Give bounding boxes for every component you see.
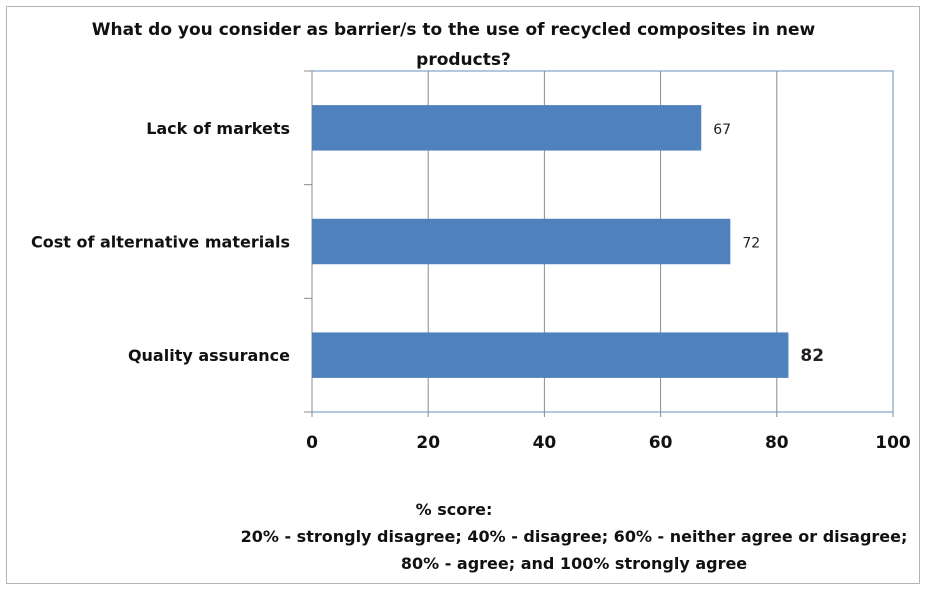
category-label: Lack of markets [146,119,290,138]
chart-frame [6,6,920,584]
x-tick-label: 60 [649,433,673,453]
bar [312,218,731,265]
data-label: 72 [742,236,760,252]
x-tick-label: 40 [533,433,557,453]
x-tick-label: 0 [306,433,318,453]
x-tick-label: 80 [765,433,789,453]
x-axis-label-line-2: 20% - strongly disagree; 40% - disagree;… [240,527,908,546]
x-axis-label-line-1: % score: [415,500,493,519]
category-label: Quality assurance [128,346,290,365]
x-axis-label-line-3: 80% - agree; and 100% strongly agree [400,554,748,573]
chart-title-line-2: products? [416,50,511,70]
x-tick-label: 20 [416,433,440,453]
data-label: 82 [800,346,824,366]
data-label: 67 [713,122,731,138]
bar [312,332,789,378]
category-label: Cost of alternative materials [31,233,290,252]
chart-title-line-1: What do you consider as barrier/s to the… [91,20,816,40]
bar [312,105,702,151]
x-tick-label: 100 [875,433,911,453]
